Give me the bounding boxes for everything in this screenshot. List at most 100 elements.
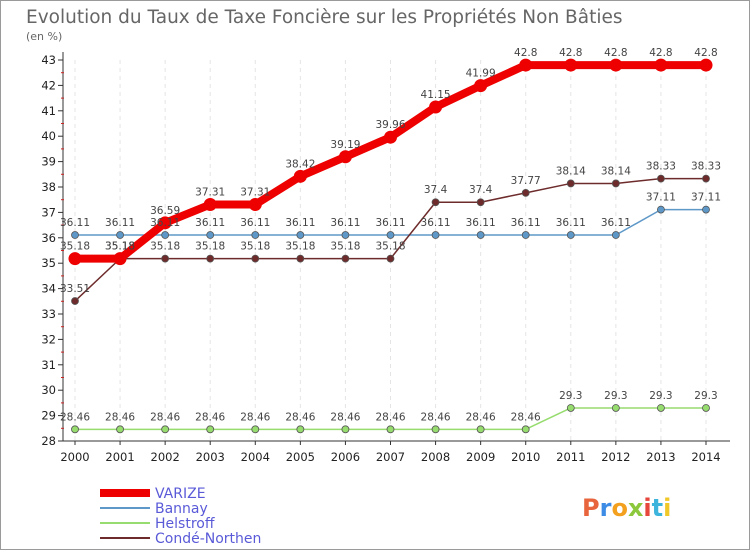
data-label: 28.46 bbox=[466, 411, 496, 423]
data-point bbox=[71, 297, 79, 305]
legend-label: VARIZE bbox=[155, 486, 206, 502]
data-point bbox=[161, 254, 170, 263]
data-point bbox=[296, 231, 305, 239]
data-label: 28.46 bbox=[330, 411, 360, 423]
data-point bbox=[476, 198, 485, 207]
data-point bbox=[251, 254, 260, 263]
data-label: 36.11 bbox=[330, 217, 360, 229]
data-label: 36.11 bbox=[240, 217, 270, 229]
x-tick-label: 2007 bbox=[376, 450, 405, 464]
x-tick-label: 2000 bbox=[60, 450, 89, 464]
brand-letter: o bbox=[611, 494, 628, 522]
data-point bbox=[611, 231, 620, 239]
data-point bbox=[206, 254, 215, 263]
data-label: 28.46 bbox=[511, 411, 541, 423]
chart-subtitle: (en %) bbox=[26, 30, 62, 43]
data-point bbox=[609, 58, 623, 72]
data-point bbox=[248, 198, 262, 212]
data-label: 37.11 bbox=[691, 192, 721, 204]
x-tick-label: 2005 bbox=[286, 450, 315, 464]
data-point bbox=[702, 404, 710, 412]
data-label: 36.11 bbox=[556, 217, 586, 229]
data-point bbox=[702, 205, 710, 214]
data-label: 37.77 bbox=[511, 175, 541, 187]
data-point bbox=[116, 425, 124, 434]
data-label: 38.14 bbox=[601, 165, 631, 177]
data-label: 29.3 bbox=[559, 390, 582, 402]
x-tick-label: 2012 bbox=[601, 450, 630, 464]
data-point bbox=[702, 174, 710, 183]
data-label: 28.46 bbox=[240, 411, 270, 423]
data-label: 28.46 bbox=[285, 411, 315, 423]
data-point bbox=[161, 425, 170, 434]
data-label: 35.18 bbox=[240, 241, 270, 253]
data-point bbox=[566, 231, 575, 239]
y-tick-label: 35 bbox=[41, 256, 56, 270]
data-label: 36.11 bbox=[601, 217, 631, 229]
y-tick-label: 29 bbox=[41, 409, 56, 423]
data-label: 36.11 bbox=[105, 217, 135, 229]
data-label: 29.3 bbox=[649, 390, 672, 402]
legend-label: Bannay bbox=[155, 501, 208, 517]
data-label: 42.8 bbox=[694, 47, 717, 59]
data-label: 36.59 bbox=[150, 205, 180, 217]
data-point bbox=[657, 205, 665, 214]
data-label: 42.8 bbox=[559, 47, 582, 59]
data-point bbox=[386, 254, 395, 263]
data-point bbox=[113, 252, 127, 266]
data-label: 36.11 bbox=[150, 217, 180, 229]
x-tick-label: 2003 bbox=[196, 450, 225, 464]
data-point bbox=[384, 130, 397, 144]
data-point bbox=[476, 425, 485, 434]
data-point bbox=[476, 231, 485, 239]
data-label: 28.46 bbox=[195, 411, 225, 423]
data-label: 35.18 bbox=[195, 241, 225, 253]
data-point bbox=[341, 254, 350, 263]
data-point bbox=[71, 425, 79, 434]
x-axis-ticks: 2000 2001 2002 2003 2004 2005 2006 2007 2008 2009… bbox=[60, 441, 721, 464]
data-label: 36.11 bbox=[60, 217, 90, 229]
y-tick-label: 28 bbox=[41, 434, 56, 448]
data-point bbox=[566, 404, 575, 412]
data-label: 28.46 bbox=[375, 411, 405, 423]
axes bbox=[62, 52, 730, 442]
data-label: 39.96 bbox=[375, 119, 405, 131]
data-label: 36.11 bbox=[511, 217, 541, 229]
data-label: 41.99 bbox=[466, 68, 496, 80]
x-tick-label: 2013 bbox=[646, 450, 675, 464]
legend-label: Condé-Northen bbox=[155, 531, 261, 547]
data-point bbox=[431, 231, 440, 239]
data-point bbox=[386, 425, 395, 434]
data-label: 38.33 bbox=[646, 161, 676, 173]
data-label: 37.4 bbox=[424, 184, 448, 196]
x-tick-label: 2001 bbox=[105, 450, 134, 464]
data-label: 36.11 bbox=[466, 217, 496, 229]
x-tick-label: 2009 bbox=[466, 450, 495, 464]
data-label: 28.46 bbox=[60, 411, 90, 423]
x-tick-label: 2002 bbox=[151, 450, 180, 464]
data-label: 28.46 bbox=[421, 411, 451, 423]
data-point bbox=[429, 100, 443, 114]
y-tick-label: 42 bbox=[41, 78, 56, 92]
data-point bbox=[657, 404, 665, 412]
x-tick-label: 2014 bbox=[691, 450, 720, 464]
data-label: 42.8 bbox=[514, 47, 537, 59]
y-tick-label: 39 bbox=[41, 155, 56, 169]
y-tick-label: 32 bbox=[41, 332, 56, 346]
data-label: 33.51 bbox=[60, 283, 90, 295]
data-label: 35.18 bbox=[330, 241, 360, 253]
data-point bbox=[654, 58, 668, 72]
data-point bbox=[386, 231, 395, 239]
data-label: 28.46 bbox=[105, 411, 135, 423]
y-tick-label: 33 bbox=[41, 307, 56, 321]
data-label: 36.11 bbox=[195, 217, 225, 229]
data-label: 37.31 bbox=[195, 187, 225, 199]
data-point bbox=[251, 231, 260, 239]
data-point bbox=[296, 254, 305, 263]
data-label: 36.11 bbox=[375, 217, 405, 229]
brand-letter: r bbox=[600, 494, 612, 522]
data-label: 37.4 bbox=[469, 184, 493, 196]
x-tick-label: 2006 bbox=[331, 450, 360, 464]
